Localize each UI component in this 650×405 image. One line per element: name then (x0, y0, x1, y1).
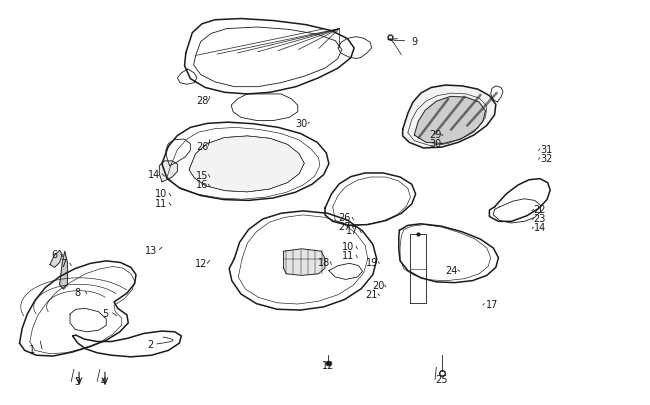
Polygon shape (60, 252, 68, 290)
Text: 11: 11 (155, 198, 168, 208)
Text: 6: 6 (51, 250, 57, 260)
Text: 17: 17 (346, 226, 358, 236)
Text: 19: 19 (365, 257, 378, 267)
Text: 7: 7 (60, 259, 67, 269)
Polygon shape (283, 249, 325, 276)
Text: 16: 16 (196, 180, 208, 190)
Text: 26: 26 (338, 213, 350, 223)
Text: 12: 12 (322, 360, 334, 371)
Text: 14: 14 (148, 169, 161, 179)
Polygon shape (402, 86, 496, 149)
Text: 20: 20 (372, 280, 384, 290)
Text: 32: 32 (540, 153, 552, 163)
Text: 29: 29 (429, 130, 441, 140)
Text: 25: 25 (436, 375, 448, 384)
Text: 5: 5 (102, 308, 108, 318)
Text: 4: 4 (101, 377, 107, 386)
Text: 1: 1 (29, 344, 36, 354)
Text: 30: 30 (296, 119, 308, 129)
Text: 17: 17 (486, 299, 498, 309)
Text: 13: 13 (146, 245, 158, 255)
Text: 10: 10 (342, 242, 354, 252)
Text: 26: 26 (196, 141, 208, 151)
Text: 8: 8 (75, 287, 81, 297)
Polygon shape (159, 162, 177, 182)
Text: 21: 21 (365, 289, 378, 299)
Text: 22: 22 (534, 205, 546, 215)
Polygon shape (414, 97, 486, 144)
Text: 27: 27 (338, 222, 350, 232)
Text: 11: 11 (342, 251, 354, 260)
Text: 3: 3 (75, 377, 81, 386)
Text: 12: 12 (194, 259, 207, 269)
Text: 30: 30 (429, 139, 441, 149)
Text: 9: 9 (411, 36, 417, 47)
Polygon shape (50, 251, 62, 268)
Polygon shape (189, 136, 304, 192)
Text: 28: 28 (196, 96, 208, 106)
Text: 2: 2 (147, 339, 153, 349)
Text: 10: 10 (155, 189, 168, 198)
Text: 18: 18 (318, 257, 330, 267)
Text: 24: 24 (445, 265, 458, 275)
Text: 14: 14 (534, 222, 546, 232)
Text: 31: 31 (540, 145, 552, 154)
Text: 23: 23 (534, 213, 546, 224)
Text: 15: 15 (196, 170, 208, 180)
